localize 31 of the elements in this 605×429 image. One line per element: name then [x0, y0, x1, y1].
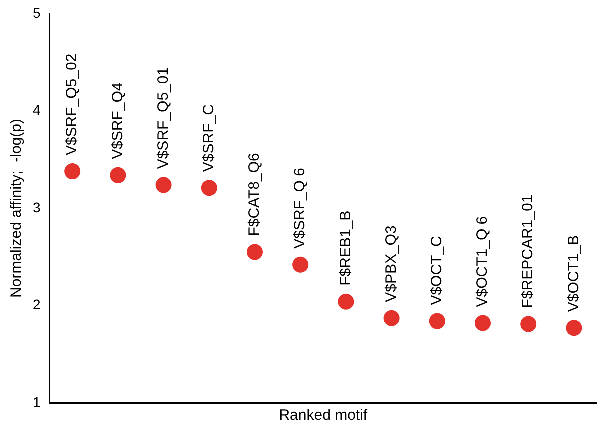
x-tick-label: F$CAT8_Q6 [246, 153, 264, 236]
point [429, 313, 446, 330]
x-tick-label: V$SRF_C [200, 104, 218, 172]
point [566, 320, 582, 336]
point [246, 244, 263, 260]
y-tick-label: 2 [32, 296, 41, 313]
x-tick-label: V$OCT1_Q 6 [474, 216, 492, 308]
x-tick-label: V$SRF_Q4 [109, 82, 126, 160]
point [201, 180, 218, 196]
x-axis-title: Ranked motif [279, 407, 368, 424]
point [64, 164, 81, 180]
x-tick-label: V$SRF_Q5_01 [154, 67, 172, 170]
y-tick-label: 5 [32, 4, 41, 21]
y-tick-label: 3 [32, 199, 41, 216]
x-tick-label: F$REPCAR1_01 [520, 194, 537, 308]
point [338, 294, 354, 310]
x-tick-label: V$OCT1_B [565, 235, 582, 312]
x-tick-label: V$PBX_Q3 [382, 226, 400, 302]
y-tick-label: 1 [32, 394, 41, 410]
point [520, 316, 537, 332]
x-tick-label: V$SRF_Q5_02 [64, 54, 81, 156]
x-tick-label: V$SRF_Q 6 [292, 168, 309, 249]
point [384, 310, 400, 326]
point [474, 315, 491, 332]
x-tick-label: V$OCT_C [428, 236, 446, 306]
point [292, 256, 309, 273]
point [156, 177, 172, 194]
y-tick-label: 4 [32, 102, 41, 118]
x-tick-label: F$REB1_B [337, 210, 354, 286]
point [110, 167, 126, 184]
y-axis-title: Normalized affinity; -log(p) [8, 119, 26, 298]
